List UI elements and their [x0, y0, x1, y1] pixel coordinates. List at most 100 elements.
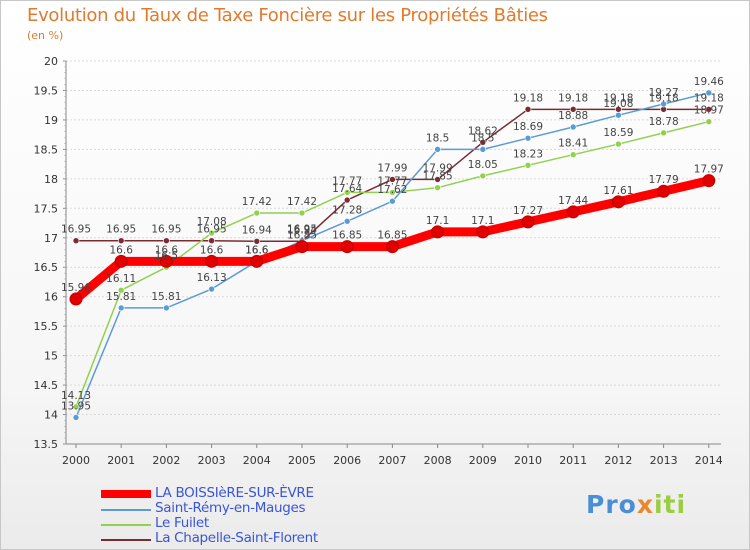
axes: 13.5 14 14.5 15 15.5 16 16.5 17 17.5 18 18.5 19 19.5… — [34, 55, 723, 467]
data-label: 19.18 — [513, 92, 543, 104]
data-point — [615, 111, 622, 119]
data-label: 16.6 — [155, 244, 179, 256]
data-point — [72, 414, 80, 421]
y-tick-label: 16 — [44, 291, 58, 304]
data-point — [117, 286, 125, 294]
data-label: 19.18 — [649, 92, 679, 104]
data-label: 17.97 — [694, 164, 724, 176]
data-label: 17.77 — [332, 175, 362, 187]
data-label: 15.81 — [106, 291, 136, 303]
y-tick-label: 15 — [44, 350, 58, 363]
data-label: 16.6 — [200, 244, 224, 256]
data-label: 18.59 — [603, 127, 633, 139]
data-label: 18.78 — [649, 116, 679, 128]
data-point — [208, 229, 215, 237]
x-tick-label: 2013 — [650, 454, 678, 467]
y-tick-label: 18.5 — [34, 143, 59, 156]
data-label: 17.62 — [377, 184, 407, 196]
data-point — [298, 209, 306, 217]
data-point — [69, 292, 83, 306]
data-label: 16.95 — [197, 224, 227, 236]
x-tick-label: 2003 — [198, 454, 226, 467]
legend-swatch — [101, 524, 151, 526]
data-label: 16.11 — [106, 273, 136, 285]
legend-label: LA BOISSIèRE-SUR-ÈVRE — [155, 485, 314, 501]
data-label: 16.95 — [287, 224, 317, 236]
y-tick-label: 14.5 — [34, 379, 59, 392]
x-tick-label: 2012 — [604, 454, 632, 467]
data-label: 17.08 — [197, 216, 227, 228]
data-point — [524, 106, 532, 113]
data-point — [117, 304, 125, 312]
y-tick-label: 19 — [44, 114, 58, 127]
data-point — [389, 189, 396, 196]
data-label: 18.97 — [694, 105, 724, 117]
data-point — [343, 217, 351, 225]
data-point — [434, 176, 441, 183]
x-tick-label: 2010 — [514, 454, 542, 467]
data-point — [159, 254, 173, 268]
data-label: 15.96 — [61, 282, 91, 294]
y-tick-label: 20 — [44, 55, 58, 68]
data-point — [569, 106, 577, 113]
data-point — [72, 403, 80, 411]
data-point — [476, 225, 490, 239]
data-label: 17.77 — [377, 175, 407, 187]
data-point — [566, 205, 580, 219]
legend-label: Le Fuilet — [155, 515, 209, 531]
y-tick-label: 17.5 — [34, 202, 59, 215]
data-label: 18.5 — [471, 132, 494, 144]
data-point — [250, 254, 264, 268]
data-point — [295, 240, 309, 254]
data-point — [208, 285, 215, 293]
data-point — [479, 139, 487, 146]
x-tick-label: 2002 — [152, 454, 180, 467]
data-point — [205, 254, 219, 268]
data-label: 17.79 — [649, 174, 679, 186]
data-point — [705, 89, 713, 97]
legend-swatch — [101, 490, 151, 498]
data-point — [114, 254, 128, 268]
data-point — [343, 189, 351, 196]
x-tick-label: 2007 — [378, 454, 406, 467]
x-tick-label: 2011 — [559, 454, 587, 467]
data-point — [705, 118, 713, 125]
data-label: 17.85 — [423, 171, 453, 183]
data-label: 18.69 — [513, 121, 543, 133]
data-label: 17.99 — [377, 162, 407, 174]
data-label: 16.6 — [110, 244, 134, 256]
data-point — [660, 129, 667, 137]
data-label: 16.94 — [287, 224, 317, 236]
proxiti-logo: Proxiti — [586, 490, 687, 519]
data-label: 17.42 — [242, 196, 272, 208]
data-point — [660, 100, 667, 108]
data-point — [163, 304, 170, 312]
data-point — [479, 146, 487, 153]
data-label: 16.85 — [287, 230, 317, 242]
data-label: 19.27 — [649, 87, 679, 99]
data-point — [611, 195, 625, 209]
data-label: 17.61 — [603, 185, 633, 197]
x-tick-label: 2014 — [695, 454, 723, 467]
data-label: 17.42 — [287, 196, 317, 208]
data-label: 17.64 — [332, 183, 362, 195]
data-label: 16.6 — [245, 244, 269, 256]
legend-swatch — [101, 509, 151, 511]
data-point — [657, 184, 671, 198]
data-point — [253, 209, 261, 217]
unit-label: (en %) — [27, 29, 64, 42]
data-label: 18.5 — [426, 132, 449, 144]
data-label: 15.81 — [151, 291, 181, 303]
y-tick-label: 16.5 — [34, 261, 59, 274]
data-label: 17.44 — [558, 195, 588, 207]
data-label: 18.88 — [558, 110, 588, 122]
data-label: 19.18 — [558, 92, 588, 104]
data-point — [340, 240, 354, 254]
data-point — [615, 140, 622, 148]
grid-lines — [66, 60, 721, 445]
legend-label: La Chapelle-Saint-Florent — [155, 530, 318, 546]
data-label: 16.5 — [155, 250, 178, 262]
data-label: 19.08 — [603, 98, 633, 110]
